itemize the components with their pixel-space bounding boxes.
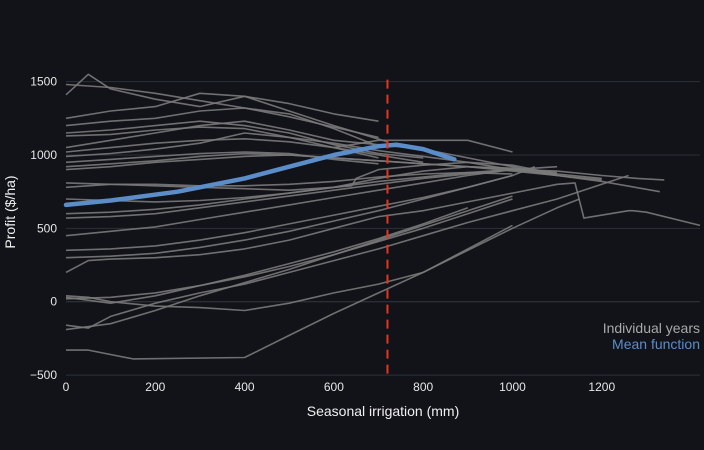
legend-mean-function: Mean function [612, 336, 700, 352]
x-tick-label: 600 [324, 380, 344, 394]
series-lines [65, 73, 701, 360]
mean-function-line [63, 142, 457, 208]
x-tick-labels: 0 200 400 600 800 1000 1200 [63, 380, 616, 394]
x-tick-label: 1200 [588, 380, 615, 394]
y-tick-label: 0 [50, 295, 57, 309]
individual-year-series [65, 92, 388, 143]
y-tick-label: 1500 [30, 75, 57, 89]
individual-year-series [65, 154, 660, 193]
individual-year-series [65, 171, 513, 189]
individual-year-series [65, 120, 558, 177]
y-tick-label: 500 [37, 221, 57, 235]
individual-year-series [65, 165, 558, 203]
x-tick-label: 1000 [499, 380, 526, 394]
individual-year-series [65, 182, 701, 274]
individual-year-series [65, 168, 665, 215]
x-tick-label: 400 [235, 380, 255, 394]
individual-year-series [65, 174, 513, 259]
individual-year-series [65, 138, 424, 164]
individual-year-series [65, 174, 629, 329]
individual-year-series [65, 207, 469, 305]
y-tick-label: 1000 [30, 148, 57, 162]
individual-year-series [65, 107, 379, 147]
individual-year-series [65, 195, 513, 331]
y-axis-title: Profit ($/ha) [2, 175, 18, 248]
individual-year-series [65, 198, 580, 312]
y-tick-labels: −500 0 500 1000 1500 [30, 75, 57, 382]
legend: Individual years Mean function [603, 320, 700, 352]
x-axis-title: Seasonal irrigation (mm) [307, 403, 460, 419]
individual-year-series [65, 165, 558, 219]
individual-year-series [333, 139, 513, 153]
legend-individual-years: Individual years [603, 320, 700, 336]
y-tick-label: −500 [30, 368, 57, 382]
x-tick-label: 800 [413, 380, 433, 394]
individual-year-series [65, 73, 379, 122]
x-tick-label: 0 [63, 380, 70, 394]
x-tick-label: 200 [145, 380, 165, 394]
individual-year-series [65, 168, 513, 237]
individual-year-series [65, 198, 513, 300]
mean-function-series [63, 142, 457, 208]
